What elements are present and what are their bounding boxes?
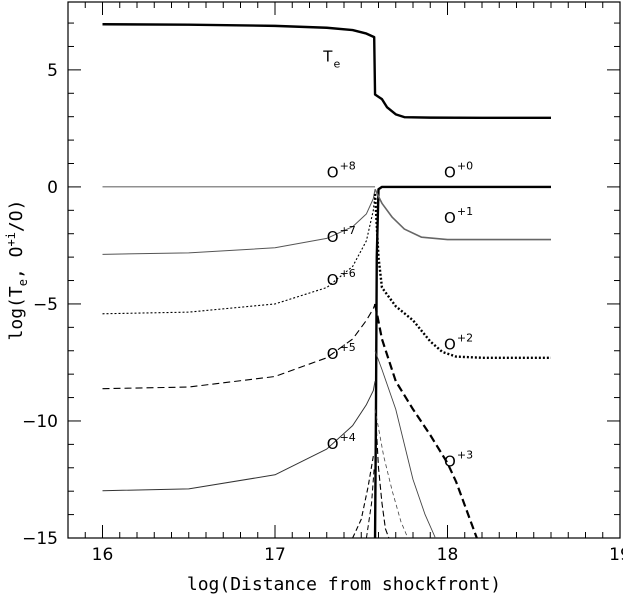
series-annotation: O+2: [444, 332, 473, 354]
tick-labels: 16 17 18 19 5 0 −5 −10 −15: [22, 61, 623, 565]
y-tick-label: −5: [33, 295, 58, 315]
series-line-unlabeled-13: [352, 455, 374, 539]
x-axis-title: log(Distance from shockfront): [187, 574, 501, 595]
series-line-op7: [102, 189, 376, 255]
y-tick-label: −15: [22, 529, 58, 549]
y-tick-label: 0: [47, 178, 58, 198]
x-tick-label: 19: [609, 545, 623, 565]
series-annotation: O+7: [327, 224, 356, 246]
x-tick-label: 17: [264, 545, 286, 565]
series-line-unlabeled-11: [374, 409, 409, 539]
y-axis-title: log(Te, O+i/O): [4, 200, 30, 341]
series-annotation: O+3: [444, 449, 473, 471]
series-line-op3: [373, 303, 478, 539]
series-annotation: O+6: [327, 267, 356, 289]
y-tick-label: 5: [47, 61, 58, 81]
annotation-layer: Te O+8 O+0 O+7 O+1 O+6 O+2 O+5 O+4 O+3: [322, 48, 473, 471]
series-line-op5: [102, 303, 376, 390]
series-annotation: O+5: [327, 341, 356, 363]
series-line-t-e: [102, 23, 551, 120]
series-line-op6: [102, 193, 376, 315]
series-annotation: O+0: [444, 160, 473, 182]
series-line-op4: [102, 381, 376, 492]
series-annotation: O+1: [444, 205, 473, 227]
series-line-unlabeled-10: [374, 350, 436, 539]
series-line-unlabeled-12: [375, 420, 390, 539]
y-tick-label: −10: [22, 412, 58, 432]
series-line-op1: [374, 188, 551, 241]
x-tick-label: 16: [92, 545, 114, 565]
axis-ticks: [67, 2, 621, 539]
series-annotation: O+8: [327, 160, 356, 182]
series-annotation: O+4: [327, 431, 356, 453]
x-tick-label: 18: [437, 545, 459, 565]
series-line-op2: [373, 193, 551, 359]
series-layer: [102, 23, 551, 539]
series-annotation: Te: [322, 48, 340, 71]
series-line-unlabeled-14: [365, 467, 375, 539]
